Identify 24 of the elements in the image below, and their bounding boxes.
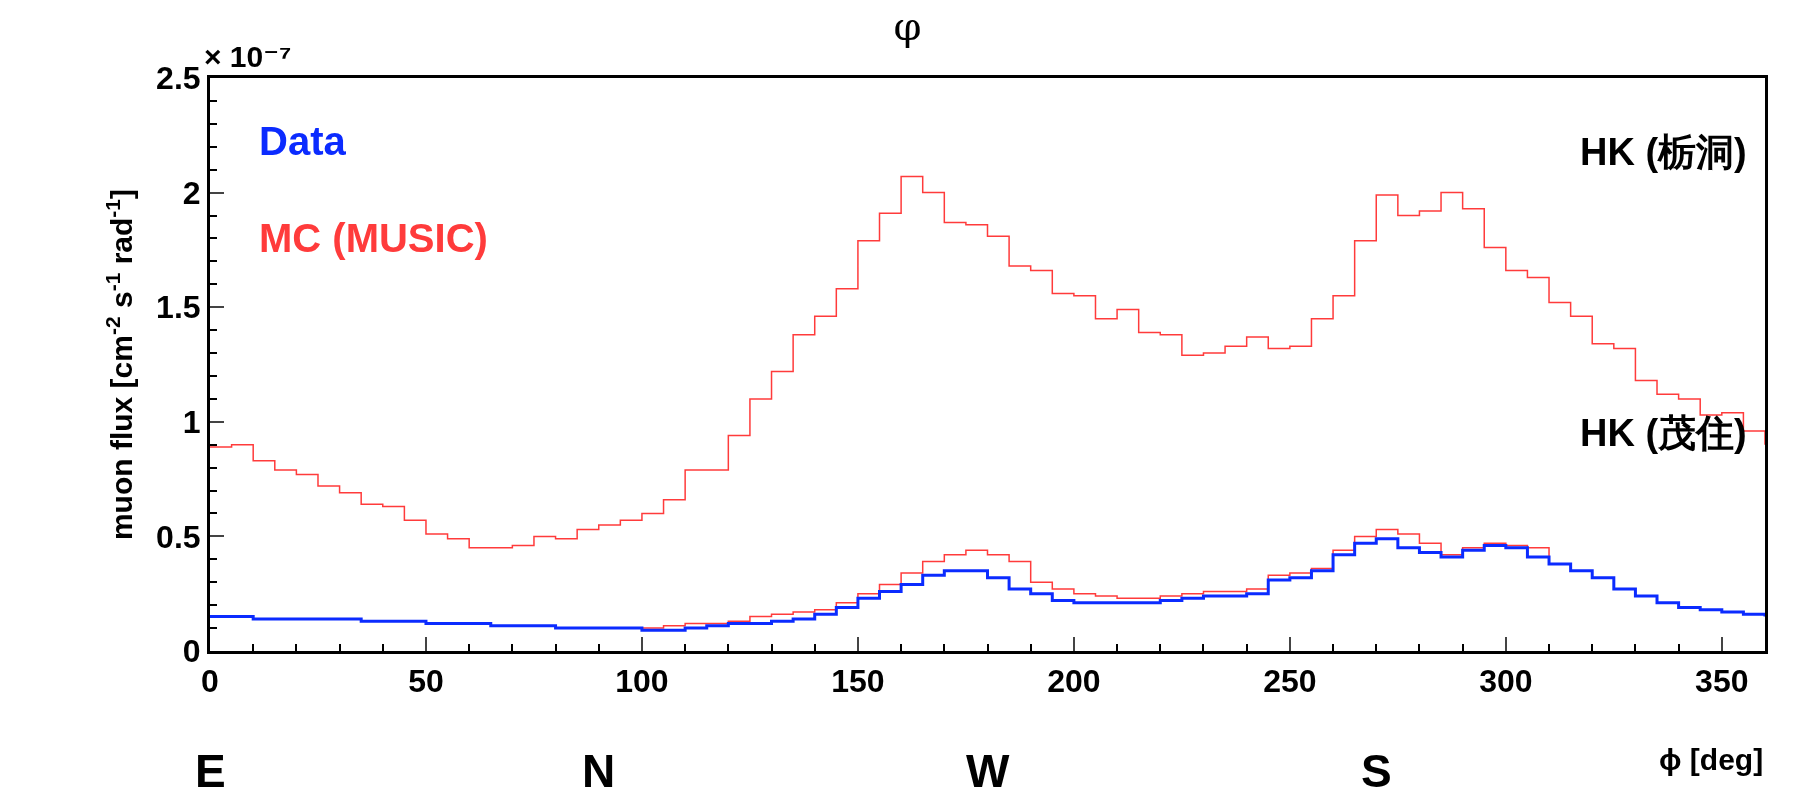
x-axis-title: ϕ [deg] [1659, 743, 1764, 776]
text: W [966, 745, 1010, 791]
x-tick-label: 250 [1263, 663, 1317, 700]
y-tick-label: 1 [182, 404, 201, 440]
text: E [195, 745, 226, 791]
annotation: HK (栃洞) [1580, 131, 1747, 173]
text: Data [259, 119, 347, 163]
chart-title: φ [893, 2, 922, 49]
y-tick-label: 1.5 [156, 289, 201, 326]
y-tick-label: 2 [182, 174, 201, 211]
x-tick-label: 150 [831, 663, 885, 700]
x-tick-label: 350 [1695, 663, 1749, 700]
y-tick-label: 0.5 [156, 518, 201, 555]
x-tick-label: 100 [615, 663, 669, 700]
text: S [1361, 745, 1392, 791]
text: N [582, 745, 616, 791]
x-tick-label: 50 [408, 663, 444, 700]
x-tick-label: 300 [1479, 663, 1533, 700]
y-tick-label: 0 [182, 633, 201, 670]
annotation: HK (茂住) [1580, 412, 1747, 454]
text: MC (MUSIC) [259, 216, 488, 260]
text: × 10⁻⁷ [204, 40, 292, 73]
y-tick-label: 2.5 [156, 60, 201, 97]
x-tick-label: 200 [1047, 663, 1101, 700]
